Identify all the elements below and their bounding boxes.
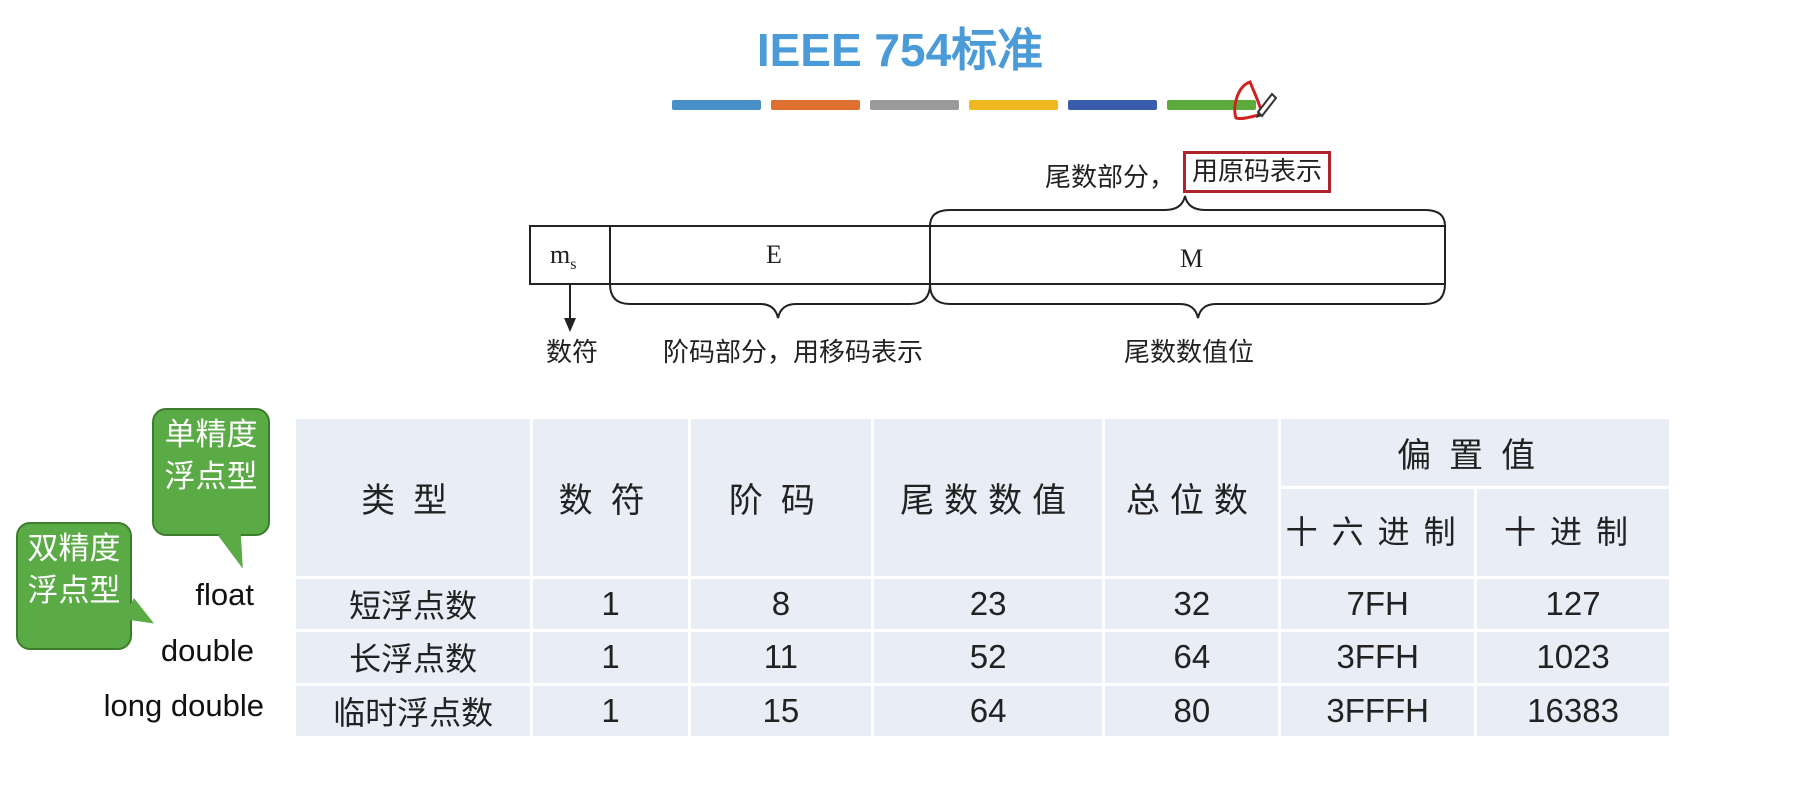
type-float: float	[195, 577, 254, 612]
color-bar	[870, 100, 959, 110]
color-bar	[771, 100, 860, 110]
table-row: 临时浮点数 1 15 64 80 3FFFH 16383	[296, 684, 1672, 739]
cell-bias-dec: 1023	[1475, 630, 1672, 686]
cell-type: 短浮点数	[296, 577, 534, 632]
cell-total: 32	[1103, 577, 1282, 632]
exponent-bottom-brace	[609, 283, 931, 319]
cell-type: 长浮点数	[296, 630, 534, 686]
type-long-double: long double	[103, 688, 264, 723]
mantissa-field-label: M	[1180, 244, 1204, 273]
exponent-field-box	[609, 225, 931, 285]
sign-arrow-head	[564, 318, 576, 332]
cell-bias-hex: 3FFH	[1279, 630, 1478, 686]
double-precision-callout: 双精度浮点型	[16, 522, 132, 650]
sign-magnitude-highlight: 用原码表示	[1183, 151, 1332, 193]
mantissa-field-box	[929, 225, 1446, 285]
cell-mantissa: 52	[872, 630, 1106, 686]
color-bar-strip	[672, 100, 1256, 110]
mantissa-value-label: 尾数数值位	[1124, 338, 1255, 367]
cell-mantissa: 23	[872, 577, 1106, 632]
header-bias-dec: 十进制	[1475, 487, 1672, 579]
pencil-annotation-icon	[1233, 80, 1278, 120]
sign-field-label: ms	[550, 240, 577, 274]
type-double: double	[160, 633, 254, 668]
header-bias-hex: 十六进制	[1279, 487, 1478, 579]
mantissa-bottom-brace	[929, 283, 1446, 319]
mantissa-part-label: 尾数部分，	[1045, 163, 1176, 192]
cell-total: 64	[1103, 630, 1282, 686]
header-exponent: 阶码	[689, 419, 874, 579]
cell-bias-hex: 3FFFH	[1279, 684, 1478, 739]
page-title: IEEE 754标准	[756, 24, 1044, 76]
cell-sign: 1	[531, 577, 692, 632]
color-bar	[1068, 100, 1157, 110]
header-mantissa: 尾数数值	[872, 419, 1106, 579]
cell-type: 临时浮点数	[296, 684, 534, 739]
cell-exponent: 11	[689, 630, 874, 686]
header-total-bits: 总位数	[1103, 419, 1282, 579]
cell-bias-hex: 7FH	[1279, 577, 1478, 632]
mantissa-top-brace	[929, 195, 1446, 227]
cell-exponent: 8	[689, 577, 874, 632]
cell-sign: 1	[531, 630, 692, 686]
cell-sign: 1	[531, 684, 692, 739]
header-sign: 数符	[531, 419, 692, 579]
cell-bias-dec: 16383	[1475, 684, 1672, 739]
exponent-field-label: E	[766, 240, 782, 269]
table-row: 长浮点数 1 11 52 64 3FFH 1023	[296, 630, 1672, 686]
cell-total: 80	[1103, 684, 1282, 739]
single-precision-callout: 单精度浮点型	[152, 408, 270, 536]
table-row: 短浮点数 1 8 23 32 7FH 127	[296, 577, 1672, 632]
exponent-label: 阶码部分，用移码表示	[663, 338, 924, 367]
ieee754-format-table: 类型 数符 阶码 尾数数值 总位数 偏置值 十六进制 十进制 短浮点数 1 8 …	[296, 419, 1672, 739]
header-bias: 偏置值	[1279, 419, 1672, 489]
color-bar	[969, 100, 1058, 110]
cell-mantissa: 64	[872, 684, 1106, 739]
sign-label: 数符	[546, 338, 599, 367]
cell-bias-dec: 127	[1475, 577, 1672, 632]
color-bar	[1167, 100, 1256, 110]
header-type: 类型	[296, 419, 534, 579]
color-bar	[672, 100, 761, 110]
cell-exponent: 15	[689, 684, 874, 739]
